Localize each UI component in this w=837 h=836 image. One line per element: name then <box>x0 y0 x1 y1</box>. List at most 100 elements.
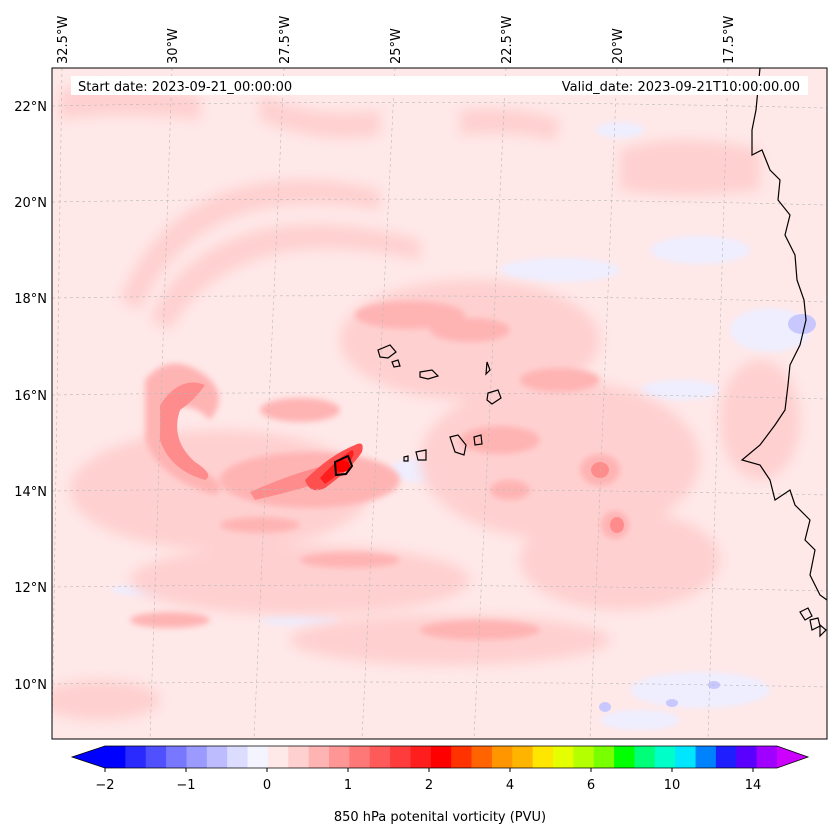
colorbar-segment <box>186 746 208 768</box>
colorbar-extend-high <box>777 746 808 768</box>
colorbar-segment <box>145 746 167 768</box>
colorbar-segment <box>369 746 391 768</box>
colorbar-segment <box>125 746 147 768</box>
colorbar-segment <box>430 746 452 768</box>
colorbar-tick-label: 2 <box>425 778 433 793</box>
colorbar-segment <box>390 746 411 768</box>
lat-label-18n: 18°N <box>14 292 47 307</box>
colorbar-segment <box>166 746 187 768</box>
cape-verde-maio <box>473 434 483 446</box>
colorbar-tick-label: −2 <box>95 778 114 793</box>
meridian-20w <box>589 68 618 739</box>
parallel-14n <box>52 488 827 496</box>
map-frame <box>51 67 828 740</box>
colorbar-ticks <box>104 768 754 772</box>
colorbar-extend-low <box>72 746 105 768</box>
start-date-text: Start date: 2023-09-21_00:00:00 <box>78 80 292 95</box>
lon-label-22-5w: 22.5°W <box>500 16 515 64</box>
colorbar-label: 850 hPa potenital vorticity (PVU) <box>334 810 546 825</box>
lon-label-20w: 20°W <box>611 28 626 64</box>
lat-label-16n: 16°N <box>14 389 47 404</box>
info-box <box>71 76 808 95</box>
colorbar-segment <box>105 746 126 768</box>
colorbar-segment <box>654 746 676 768</box>
meridian-17-5w <box>707 68 729 739</box>
colorbar-segment <box>227 746 248 768</box>
lat-label-12n: 12°N <box>14 581 47 596</box>
parallel-18n <box>52 295 827 303</box>
colorbar-tick-label: 0 <box>263 778 271 793</box>
colorbar-segment <box>736 746 758 768</box>
bijagos-islands <box>799 607 827 638</box>
colorbar-segment <box>491 746 513 768</box>
meridian-22-5w <box>473 68 507 739</box>
lat-label-20n: 20°N <box>14 196 47 211</box>
colorbar-segment <box>288 746 310 768</box>
meridian-27-5w <box>253 68 285 739</box>
colorbar-segment <box>410 746 432 768</box>
colorbar-segment <box>532 746 554 768</box>
colorbar-tick-label: 10 <box>664 778 681 793</box>
colorbar-segment <box>451 746 472 768</box>
colorbar-segment <box>206 746 228 768</box>
colorbar-tick-label: 14 <box>745 778 762 793</box>
colorbar-segment <box>695 746 717 768</box>
parallel-22n <box>52 102 827 109</box>
cape-verde-santiago <box>449 434 467 456</box>
contour-ring <box>333 454 354 477</box>
parallel-16n <box>52 392 827 400</box>
colorbar-segment <box>675 746 696 768</box>
colorbar-segment <box>573 746 595 768</box>
cape-verde-santo-antao <box>377 344 397 359</box>
colorbar-tick-label: 1 <box>344 778 352 793</box>
meridian-30w <box>149 68 173 739</box>
longitude-labels: 32.5°W 30°W 27.5°W 25°W 22.5°W 20°W 17.5… <box>56 16 737 64</box>
colorbar: −2 −1 0 1 2 4 6 10 14 850 hPa potenital … <box>70 745 810 825</box>
colorbar-segment <box>267 746 289 768</box>
colorbar-segment <box>471 746 493 768</box>
parallel-20n <box>52 198 827 206</box>
cape-verde-fogo <box>415 449 427 461</box>
colorbar-segment <box>614 746 635 768</box>
colorbar-segment <box>349 746 371 768</box>
meridian-25w <box>361 68 396 739</box>
moderate-pv-bands <box>130 301 629 640</box>
colorbar-segment <box>634 746 656 768</box>
coastlines <box>333 68 827 638</box>
colorbar-segment <box>553 746 574 768</box>
lon-label-30w: 30°W <box>166 28 181 64</box>
africa-coastline <box>740 68 827 601</box>
colorbar-segments <box>105 746 778 768</box>
lon-label-27-5w: 27.5°W <box>278 16 293 64</box>
cape-verde-boa-vista <box>486 389 502 405</box>
cape-verde-sao-vicente <box>391 359 401 368</box>
latitude-labels: 22°N 20°N 18°N 16°N 14°N 12°N 10°N <box>14 100 47 693</box>
pv-field <box>52 68 827 739</box>
negative-pv-patches <box>110 122 810 730</box>
cape-verde-sao-nicolau <box>419 369 440 380</box>
colorbar-segment <box>715 746 737 768</box>
colorbar-segment <box>308 746 330 768</box>
lat-label-14n: 14°N <box>14 485 47 500</box>
parallel-10n <box>52 681 827 688</box>
lon-label-25w: 25°W <box>389 28 404 64</box>
lat-label-22n: 22°N <box>14 100 47 115</box>
colorbar-tick-label: 6 <box>587 778 595 793</box>
colorbar-segment <box>247 746 269 768</box>
colorbar-segment <box>756 746 778 768</box>
lon-label-32-5w: 32.5°W <box>56 16 71 64</box>
colorbar-segment <box>329 746 350 768</box>
colorbar-segment <box>593 746 615 768</box>
lon-label-17-5w: 17.5°W <box>722 16 737 64</box>
cape-verde-brava <box>403 455 409 462</box>
lat-label-10n: 10°N <box>14 678 47 693</box>
meridian-32-5w <box>52 68 63 739</box>
valid-date-text: Valid_date: 2023-09-21T10:00:00.00 <box>562 80 800 95</box>
colorbar-segment <box>512 746 534 768</box>
colorbar-tick-label: 4 <box>506 778 514 793</box>
cape-verde-sal <box>485 361 491 376</box>
parallel-12n <box>52 584 827 592</box>
colorbar-tick-label: −1 <box>176 778 195 793</box>
gridlines <box>52 68 827 739</box>
